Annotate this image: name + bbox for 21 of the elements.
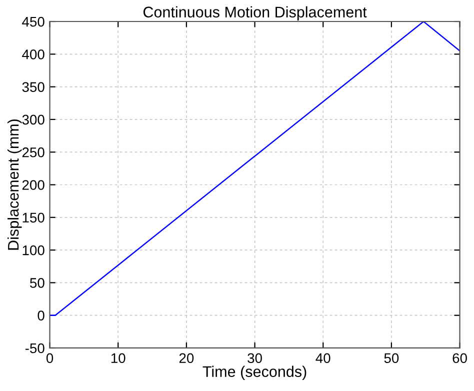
y-tick-label: 350: [22, 82, 44, 92]
y-axis-title: Displacement (mm): [7, 119, 22, 250]
x-tick-label: 50: [384, 353, 399, 364]
chart-title: Continuous Motion Displacement: [143, 6, 367, 21]
x-tick-label: 60: [452, 353, 467, 364]
x-tick-label: 40: [316, 353, 330, 364]
x-axis-title: Time (seconds): [202, 366, 306, 380]
x-tick-label: 20: [179, 353, 194, 364]
x-tick-label: 10: [111, 353, 126, 364]
y-tick-label: 0: [38, 310, 44, 321]
y-tick-label: 450: [22, 16, 44, 27]
x-tick-label: 0: [46, 353, 54, 364]
y-tick-label: 50: [30, 278, 44, 288]
y-tick-label: 300: [22, 114, 44, 125]
y-tick-label: 400: [22, 49, 44, 60]
x-tick-label: 30: [248, 353, 262, 364]
y-tick-label: 250: [22, 147, 44, 158]
y-tick-label: 100: [22, 245, 44, 256]
y-tick-label: 200: [22, 180, 44, 190]
y-tick-label: -50: [25, 343, 44, 354]
y-tick-label: 150: [22, 212, 44, 223]
